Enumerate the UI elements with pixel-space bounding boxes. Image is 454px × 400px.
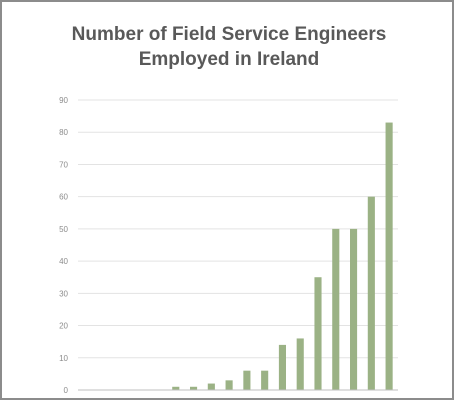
bar xyxy=(367,196,375,390)
y-tick-label: 0 xyxy=(64,386,69,395)
bar xyxy=(314,277,322,390)
chart-title-line-1: Number of Field Service Engineers xyxy=(71,24,387,45)
bar xyxy=(296,338,304,390)
y-tick-label: 70 xyxy=(59,160,68,169)
y-tick-label: 20 xyxy=(59,322,68,331)
bar xyxy=(332,228,340,390)
chart-title-line-2: Employed in Ireland xyxy=(138,49,320,70)
y-axis-ticks: 0 10 20 30 40 50 60 70 80 90 xyxy=(59,96,68,395)
bar xyxy=(278,344,286,390)
y-tick-label: 30 xyxy=(59,289,68,298)
bar xyxy=(172,386,180,390)
bar xyxy=(385,122,393,391)
y-tick-label: 60 xyxy=(59,193,68,202)
y-tick-label: 80 xyxy=(59,128,68,137)
bar xyxy=(207,383,215,390)
bars xyxy=(172,122,393,391)
bar xyxy=(190,386,198,390)
y-tick-label: 90 xyxy=(59,96,68,105)
bar xyxy=(261,370,269,390)
bar xyxy=(243,370,251,390)
y-tick-label: 40 xyxy=(59,257,68,266)
y-tick-label: 50 xyxy=(59,225,68,234)
y-tick-label: 10 xyxy=(59,354,68,363)
bar xyxy=(225,380,233,390)
gridlines xyxy=(78,99,398,359)
chart-title: Number of Field Service Engineers Employ… xyxy=(2,22,454,72)
bar xyxy=(350,228,358,390)
